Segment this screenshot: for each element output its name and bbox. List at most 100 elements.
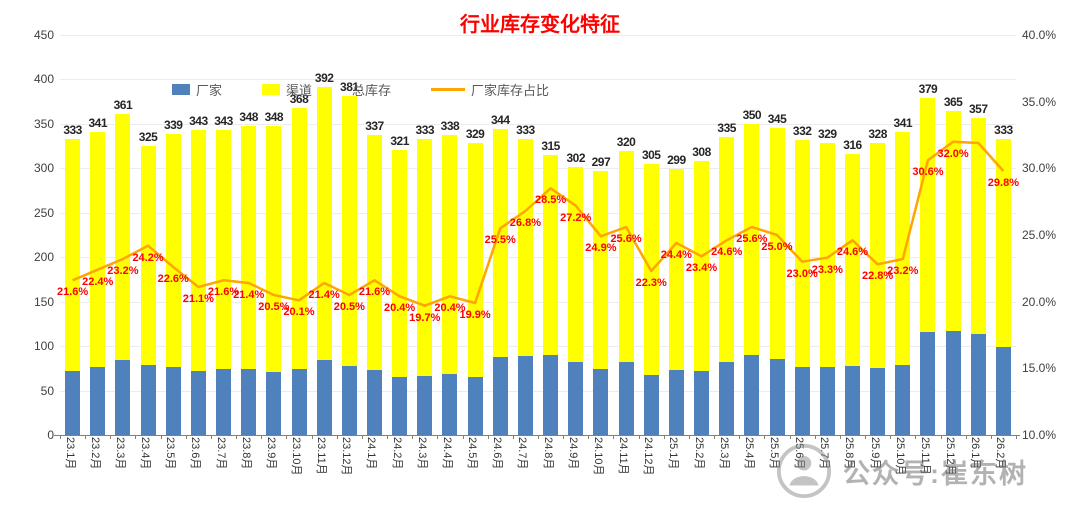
ratio-data-label: 24.9%: [585, 242, 617, 255]
channel-bar: [492, 129, 508, 357]
x-axis-label: 23.12月: [340, 437, 353, 476]
y-axis-tick-label: 300: [33, 161, 54, 176]
factory-bar: [794, 367, 810, 435]
x-axis-label: 23.6月: [189, 437, 202, 470]
x-axis-tick: [286, 435, 288, 439]
x-axis-tick: [965, 435, 967, 439]
x-axis-tick: [865, 435, 867, 439]
ratio-line: [72, 140, 1005, 307]
x-axis-tick: [60, 435, 61, 439]
factory-bar: [668, 370, 684, 435]
y-axis-tick-label: 250: [33, 205, 54, 220]
total-data-label: 392: [314, 70, 334, 85]
ratio-data-label: 23.3%: [811, 263, 843, 276]
total-data-label: 368: [289, 91, 309, 106]
channel-bar: [216, 130, 232, 370]
total-data-label: 328: [868, 127, 887, 142]
secondary-y-axis-tick-label: 35.0%: [1022, 94, 1057, 109]
legend-item-total: 总库存: [352, 80, 391, 99]
y-axis-tick-label: 400: [33, 72, 54, 87]
channel-bar: [543, 155, 559, 355]
y-axis-tick-label: 100: [33, 339, 54, 354]
x-axis-tick: [110, 435, 112, 439]
watermark: 公众号:崔东树: [775, 442, 1028, 500]
total-data-label: 357: [968, 101, 988, 116]
ratio-data-label: 25.0%: [761, 241, 793, 253]
total-data-label: 329: [818, 126, 837, 141]
factory-bar: [341, 365, 357, 435]
total-data-label: 297: [591, 155, 611, 169]
x-axis-tick: [890, 435, 892, 439]
y-axis-tick-label: 150: [33, 294, 54, 309]
channel-bar: [844, 154, 860, 366]
legend-label-factory: 厂家: [196, 83, 223, 98]
factory-bar: [115, 360, 131, 435]
channel-bar: [190, 130, 206, 371]
factory-bar: [819, 366, 835, 435]
x-axis-tick: [990, 435, 992, 439]
legend-label-ratio: 厂家库存占比: [471, 83, 550, 98]
legend-item-channel: 渠道: [262, 80, 312, 99]
x-axis-tick: [764, 435, 766, 439]
x-axis-tick: [336, 435, 338, 439]
x-axis-label: 25.4月: [742, 437, 755, 470]
x-axis-tick: [512, 435, 514, 439]
legend-item-factory: 厂家: [172, 80, 222, 99]
total-data-label: 339: [163, 117, 183, 132]
x-axis-tick: [613, 435, 615, 439]
channel-bar: [266, 125, 282, 372]
total-data-label: 325: [138, 130, 158, 145]
ratio-data-label: 25.6%: [736, 233, 768, 245]
x-axis-tick: [915, 435, 917, 439]
x-axis-line: [54, 435, 1020, 436]
channel-bar: [65, 139, 81, 371]
ratio-data-label: 21.6%: [56, 286, 89, 299]
ratio-data-label: 28.5%: [534, 194, 567, 207]
x-axis-label: 23.3月: [113, 437, 126, 470]
x-axis-label: 25.1月: [667, 437, 680, 470]
factory-bar: [65, 371, 81, 435]
y-axis-tick-label: 0: [47, 428, 54, 442]
factory-bar: [769, 358, 785, 435]
chart-title: 行业库存变化特征: [460, 14, 620, 36]
factory-bar: [467, 377, 483, 435]
x-axis-tick: [940, 435, 942, 439]
x-axis-tick: [487, 435, 489, 439]
factory-bar: [190, 371, 206, 435]
secondary-y-axis-tick-label: 40.0%: [1022, 28, 1057, 42]
factory-bar: [140, 364, 156, 435]
ratio-data-label: 19.7%: [409, 311, 441, 324]
channel-bar: [895, 131, 911, 365]
ratio-line-swatch-icon: [431, 88, 466, 91]
x-axis-tick: [663, 435, 665, 439]
channel-bar: [744, 123, 760, 355]
legend-item-ratio: 厂家库存占比: [431, 80, 549, 99]
ratio-data-label: 24.2%: [132, 251, 164, 264]
x-axis-tick: [85, 435, 87, 439]
x-axis-label: 24.3月: [415, 437, 428, 470]
x-axis-label: 23.1月: [63, 437, 76, 470]
x-axis-label: 24.8月: [541, 437, 554, 470]
channel-swatch-icon: [262, 84, 281, 95]
total-data-label: 329: [465, 126, 485, 141]
x-axis-tick: [814, 435, 816, 439]
channel-bar: [517, 139, 533, 356]
total-data-label: 315: [541, 139, 560, 153]
x-axis-tick: [387, 435, 389, 439]
total-data-label: 321: [390, 133, 409, 148]
x-axis-label: 24.5月: [466, 437, 479, 470]
ratio-data-label: 22.3%: [635, 277, 667, 289]
gridline: [60, 35, 1016, 36]
ratio-data-label: 32.0%: [937, 147, 969, 160]
ratio-data-label: 20.4%: [434, 302, 466, 315]
channel-bar: [115, 114, 131, 361]
total-data-label: 365: [943, 94, 963, 109]
x-axis-label: 24.1月: [365, 437, 378, 470]
ratio-data-label: 25.5%: [484, 234, 516, 247]
channel-bar: [970, 117, 986, 334]
channel-bar: [819, 142, 835, 367]
factory-bar: [392, 377, 408, 435]
x-axis-label: 23.4月: [139, 437, 152, 470]
channel-bar: [316, 86, 332, 361]
channel-bar: [769, 128, 785, 359]
